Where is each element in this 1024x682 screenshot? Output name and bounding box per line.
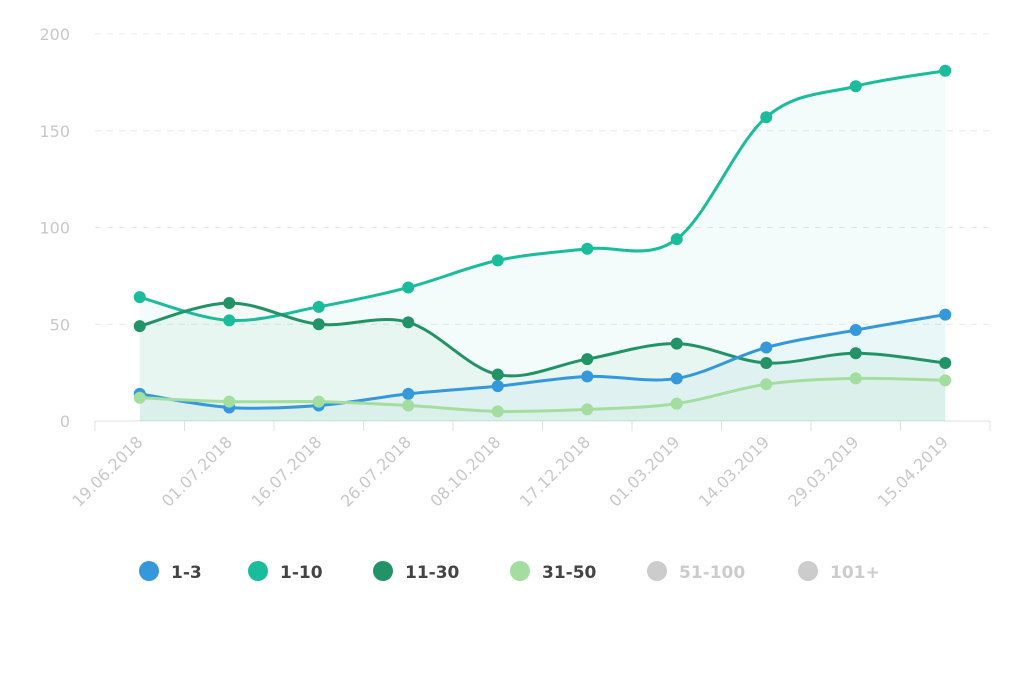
point (491, 254, 504, 267)
legend-item[interactable]: 51-100 (647, 561, 745, 583)
point (760, 341, 773, 354)
y-tick-label: 100 (39, 219, 70, 238)
point (939, 374, 952, 387)
point (670, 337, 683, 350)
point (402, 387, 415, 400)
x-tick-label: 15.04.2019 (874, 432, 952, 510)
point (312, 395, 325, 408)
area (139, 314, 946, 421)
point (133, 391, 146, 404)
y-tick-label: 150 (39, 122, 70, 141)
legend-marker (139, 561, 159, 581)
point (670, 233, 683, 246)
point (939, 64, 952, 77)
point (402, 399, 415, 412)
legend-item[interactable]: 31-50 (510, 561, 597, 583)
point (402, 281, 415, 294)
point (223, 314, 236, 327)
point (849, 324, 862, 337)
point (312, 318, 325, 331)
area (139, 302, 946, 421)
line (139, 301, 946, 378)
x-tick-label: 14.03.2019 (695, 432, 773, 510)
x-tick-label: 08.10.2018 (426, 432, 504, 510)
point (849, 347, 862, 360)
area (139, 70, 946, 421)
point (312, 300, 325, 313)
point (133, 320, 146, 333)
x-tick-label: 29.03.2019 (784, 432, 862, 510)
legend-item[interactable]: 1-3 (139, 561, 202, 583)
point (491, 380, 504, 393)
point (670, 397, 683, 410)
legend-marker (373, 561, 393, 581)
point (849, 372, 862, 385)
legend-item[interactable]: 1-10 (248, 561, 323, 583)
point (402, 316, 415, 329)
x-tick-label: 01.07.2018 (158, 432, 236, 510)
x-tick-label: 01.03.2019 (605, 432, 683, 510)
point (849, 80, 862, 93)
legend-marker (647, 561, 667, 581)
point (223, 395, 236, 408)
point (581, 403, 594, 416)
legend-item[interactable]: 101+ (798, 561, 880, 583)
legend-label: 11-30 (405, 563, 460, 583)
legend-marker (248, 561, 268, 581)
y-tick-label: 0 (60, 412, 70, 431)
x-tick-label: 16.07.2018 (247, 432, 325, 510)
x-tick-label: 19.06.2018 (68, 432, 146, 510)
legend-marker (510, 561, 530, 581)
point (581, 353, 594, 366)
point (491, 368, 504, 381)
line (139, 376, 946, 413)
point (939, 356, 952, 369)
legend-item[interactable]: 11-30 (373, 561, 460, 583)
legend-label: 31-50 (542, 563, 597, 583)
point (491, 405, 504, 418)
y-tick-label: 200 (39, 25, 70, 44)
point (581, 370, 594, 383)
point (939, 308, 952, 321)
point (581, 242, 594, 255)
line (139, 313, 946, 410)
point (223, 296, 236, 309)
legend-label: 1-10 (280, 563, 323, 583)
legend-label: 1-3 (171, 563, 202, 583)
point (760, 111, 773, 124)
point (133, 291, 146, 304)
point (670, 372, 683, 385)
legend-marker (798, 561, 818, 581)
y-tick-label: 50 (50, 315, 70, 334)
point (760, 356, 773, 369)
point (760, 378, 773, 391)
x-tick-label: 17.12.2018 (516, 432, 594, 510)
legend-label: 51-100 (679, 563, 745, 583)
x-tick-label: 26.07.2018 (337, 432, 415, 510)
legend-label: 101+ (830, 563, 880, 583)
